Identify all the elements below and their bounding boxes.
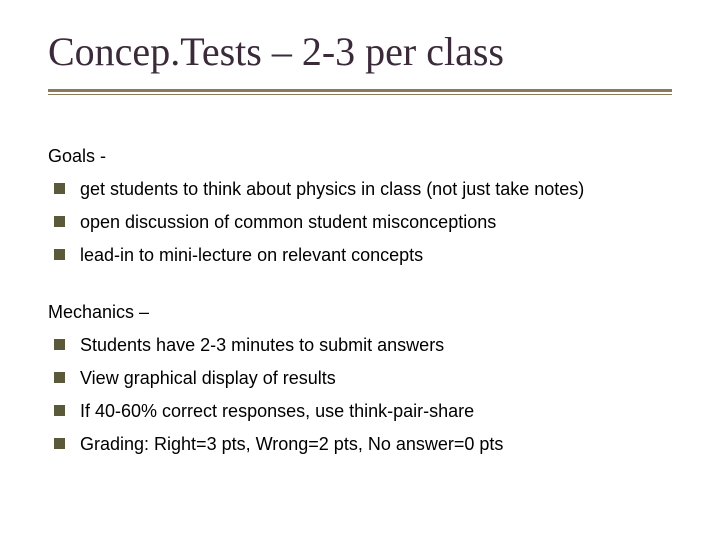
list-item: Grading: Right=3 pts, Wrong=2 pts, No an… [54, 431, 672, 458]
square-bullet-icon [54, 372, 65, 383]
slide-title: Concep.Tests – 2-3 per class [48, 28, 672, 75]
list-item-text: Students have 2-3 minutes to submit answ… [80, 335, 444, 355]
square-bullet-icon [54, 183, 65, 194]
list-item-text: View graphical display of results [80, 368, 336, 388]
list-item-text: Grading: Right=3 pts, Wrong=2 pts, No an… [80, 434, 503, 454]
list-item: open discussion of common student miscon… [54, 209, 672, 236]
slide: Concep.Tests – 2-3 per class Goals - get… [0, 0, 720, 540]
list-item: Students have 2-3 minutes to submit answ… [54, 332, 672, 359]
bullet-list: get students to think about physics in c… [48, 176, 672, 269]
list-item: View graphical display of results [54, 365, 672, 392]
square-bullet-icon [54, 405, 65, 416]
list-item: get students to think about physics in c… [54, 176, 672, 203]
list-item: lead-in to mini-lecture on relevant conc… [54, 242, 672, 269]
divider-thin [48, 94, 672, 95]
section-label: Goals - [48, 143, 672, 170]
square-bullet-icon [54, 438, 65, 449]
square-bullet-icon [54, 339, 65, 350]
section-goals: Goals - get students to think about phys… [48, 143, 672, 269]
list-item: If 40-60% correct responses, use think-p… [54, 398, 672, 425]
section-mechanics: Mechanics – Students have 2-3 minutes to… [48, 299, 672, 458]
list-item-text: open discussion of common student miscon… [80, 212, 496, 232]
list-item-text: get students to think about physics in c… [80, 179, 584, 199]
slide-content: Goals - get students to think about phys… [48, 143, 672, 458]
list-item-text: lead-in to mini-lecture on relevant conc… [80, 245, 423, 265]
square-bullet-icon [54, 216, 65, 227]
section-label: Mechanics – [48, 299, 672, 326]
bullet-list: Students have 2-3 minutes to submit answ… [48, 332, 672, 458]
divider-thick [48, 89, 672, 92]
list-item-text: If 40-60% correct responses, use think-p… [80, 401, 474, 421]
square-bullet-icon [54, 249, 65, 260]
